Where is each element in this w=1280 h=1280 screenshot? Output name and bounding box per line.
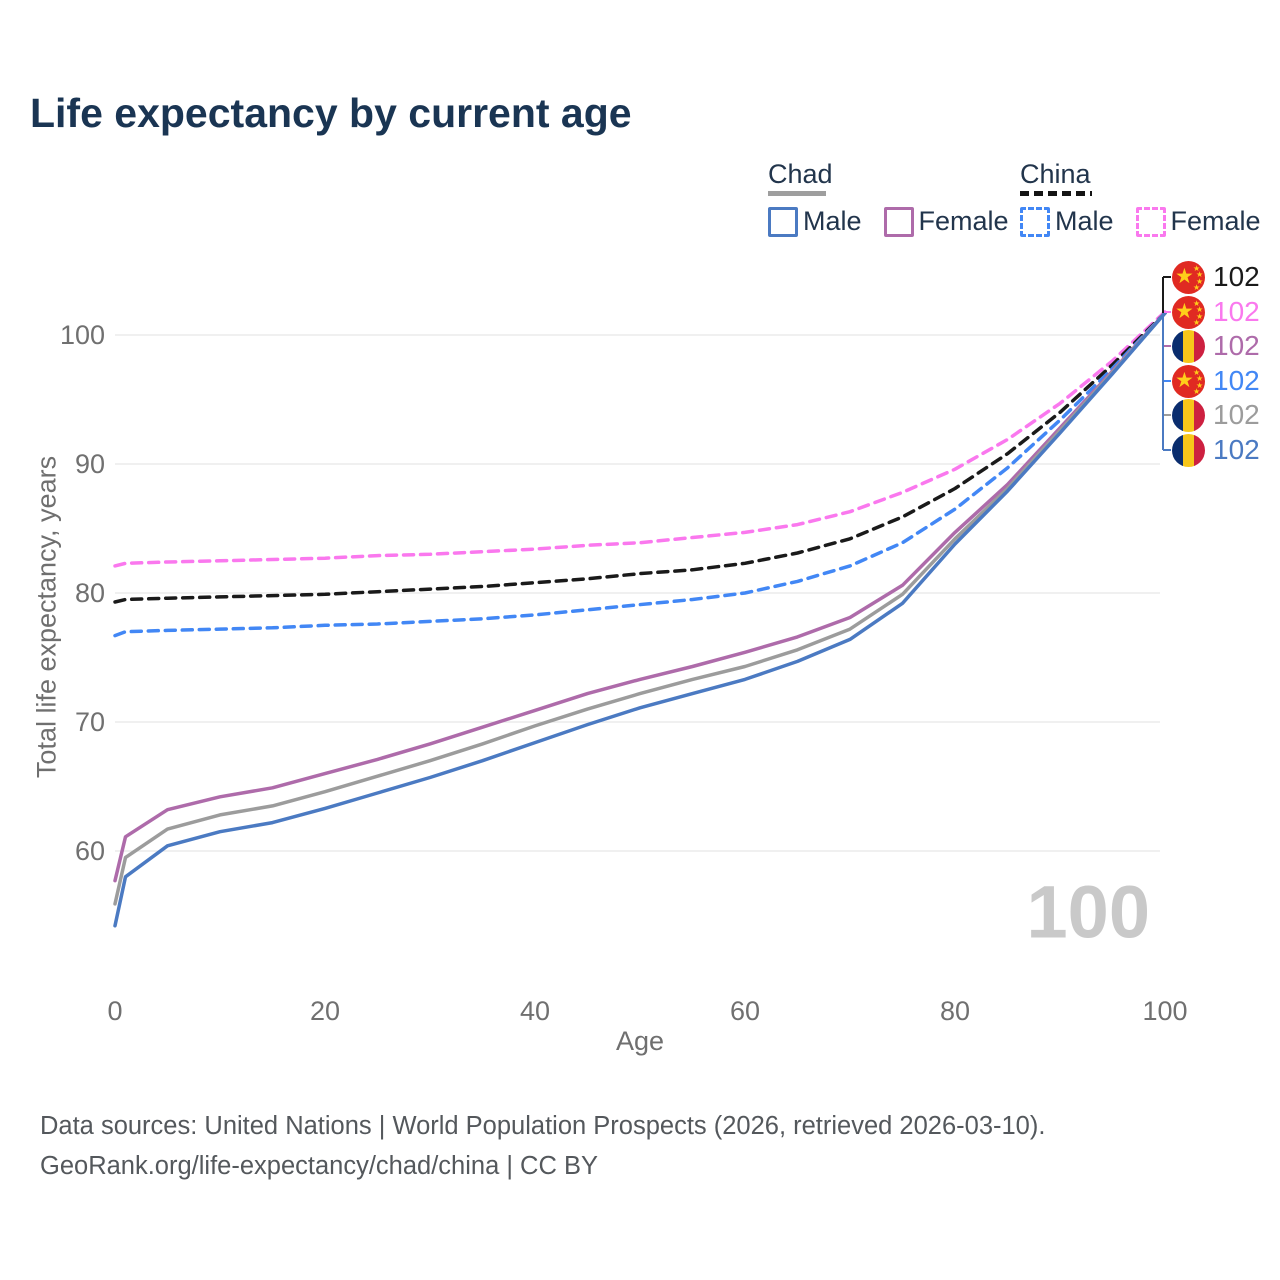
legend-item-china-female[interactable]: Female	[1135, 206, 1261, 237]
legend-group-china: China Male Female	[1020, 160, 1280, 237]
x-tick-80: 80	[939, 996, 971, 1026]
chad-female-checkbox[interactable]	[883, 206, 914, 237]
legend-item-china-male[interactable]: Male	[1020, 206, 1114, 237]
chad-line-style-sample	[768, 191, 826, 196]
china-male-checkbox[interactable]	[1020, 206, 1050, 237]
end-label-row-china-male: ★ ★ ★ ★ ★ 102	[1172, 364, 1260, 398]
y-tick-60: 60	[74, 836, 105, 866]
chad-female-label: Female	[918, 206, 1009, 236]
end-value-chad-male: 102	[1213, 434, 1260, 465]
series-line-chad-mean[interactable]	[113, 311, 1167, 906]
legend-item-chad-male[interactable]: Male	[768, 206, 862, 237]
end-value-china-male: 102	[1213, 365, 1260, 396]
china-female-checkbox[interactable]	[1135, 206, 1166, 237]
china-male-label: Male	[1055, 206, 1114, 236]
series-line-china-mean[interactable]	[113, 311, 1167, 604]
legend-group-chad: Chad Male Female	[768, 160, 1031, 237]
footer: Data sources: United Nations | World Pop…	[40, 1106, 1045, 1186]
y-tick-90: 90	[74, 449, 105, 479]
end-value-chad-female: 102	[1213, 330, 1260, 361]
legend-country-chad[interactable]: Chad	[768, 159, 833, 189]
chad-flag-icon	[1172, 329, 1205, 363]
end-label-row-chad-mean: 102	[1172, 398, 1260, 432]
y-tick-100: 100	[59, 320, 105, 350]
china-female-label: Female	[1170, 206, 1261, 236]
legend-country-china[interactable]: China	[1020, 159, 1091, 189]
china-line-style-sample	[1020, 191, 1092, 196]
y-tick-70: 70	[74, 707, 105, 737]
end-label-row-chad-female: 102	[1172, 329, 1260, 363]
end-value-china-female: 102	[1213, 296, 1260, 327]
x-axis-title: Age	[615, 1026, 665, 1056]
x-tick-40: 40	[519, 996, 551, 1026]
series-line-chad-female[interactable]	[113, 311, 1167, 883]
china-flag-icon: ★ ★ ★ ★ ★	[1172, 364, 1205, 398]
series-line-china-male[interactable]	[113, 311, 1167, 638]
china-flag-icon: ★ ★ ★ ★ ★	[1172, 260, 1205, 294]
footer-data-sources: Data sources: United Nations | World Pop…	[40, 1112, 1046, 1140]
chad-male-label: Male	[803, 206, 862, 236]
chad-male-checkbox[interactable]	[768, 206, 798, 237]
x-tick-0: 0	[107, 996, 123, 1026]
x-tick-60: 60	[729, 996, 761, 1026]
end-label-row-china-mean: ★ ★ ★ ★ ★ 102	[1172, 260, 1260, 294]
end-label-row-china-female: ★ ★ ★ ★ ★ 102	[1172, 295, 1260, 329]
x-tick-20: 20	[309, 996, 341, 1026]
page-title: Life expectancy by current age	[30, 90, 632, 136]
end-value-chad-mean: 102	[1213, 399, 1260, 430]
y-tick-80: 80	[74, 578, 105, 608]
end-label-row-chad-male: 102	[1172, 433, 1260, 467]
series-line-china-female[interactable]	[113, 310, 1167, 568]
china-flag-icon: ★ ★ ★ ★ ★	[1172, 295, 1205, 329]
chad-flag-icon	[1172, 433, 1205, 467]
end-value-china-mean: 102	[1213, 261, 1260, 292]
x-tick-100: 100	[1142, 996, 1188, 1026]
age-counter-watermark: 100	[1026, 870, 1150, 954]
footer-attribution: GeoRank.org/life-expectancy/chad/china |…	[40, 1152, 598, 1180]
chad-flag-icon	[1172, 398, 1205, 432]
legend-item-chad-female[interactable]: Female	[883, 206, 1009, 237]
series-line-chad-male[interactable]	[113, 311, 1167, 928]
